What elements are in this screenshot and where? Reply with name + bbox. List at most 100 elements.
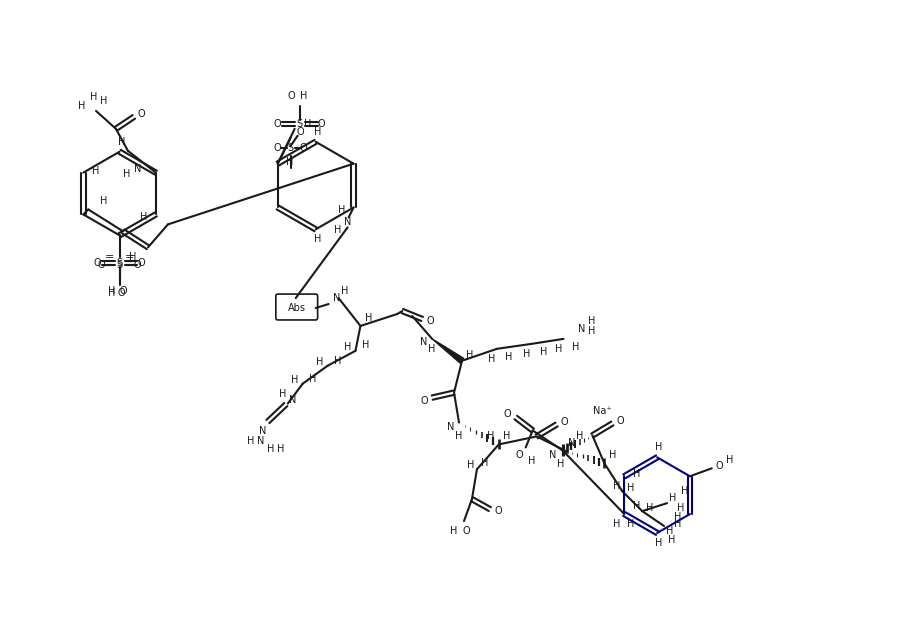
Text: N: N [259,427,267,437]
Text: H: H [300,91,307,101]
Text: H: H [674,512,681,522]
Text: O: O [274,142,282,153]
Text: H: H [481,458,488,468]
Text: H: H [78,101,86,111]
Text: H: H [608,450,616,460]
Text: N: N [344,218,352,228]
Text: O: O [420,396,428,406]
Text: H: H [572,342,579,352]
Text: H: H [627,483,634,493]
Text: O: O [274,119,282,129]
Text: =: = [105,253,114,262]
Text: H: H [487,432,495,442]
Text: H: H [668,535,676,545]
Text: H: H [467,460,474,470]
Text: Na⁺: Na⁺ [593,406,612,415]
Text: H: H [247,437,255,447]
Text: H: H [677,503,685,513]
Text: O: O [98,260,105,270]
Text: H: H [455,432,462,442]
Text: H: H [309,374,317,384]
Text: H: H [466,350,473,360]
Text: H: H [314,127,321,137]
Text: N: N [134,164,141,174]
Text: H: H [681,486,689,496]
Text: N: N [568,439,575,448]
Text: O: O [134,260,141,270]
Text: S: S [296,119,303,129]
Text: N: N [421,337,428,347]
Text: H: H [523,349,531,359]
Text: H: H [365,313,372,323]
Text: H: H [108,286,115,296]
Text: H: H [341,286,348,296]
Text: N: N [333,293,341,303]
Text: H: H [488,354,496,364]
FancyBboxPatch shape [276,294,318,320]
Text: H: H [334,225,342,235]
Text: N: N [289,394,296,404]
Text: H: H [267,444,274,455]
Text: H: H [627,519,634,529]
Text: O: O [138,109,146,119]
Text: N: N [258,437,265,447]
Text: O: O [462,526,470,536]
Text: O: O [617,415,624,425]
Text: H: H [108,288,115,298]
Text: O: O [118,288,126,298]
Text: O: O [426,316,434,326]
Text: S: S [116,258,123,268]
Text: H: H [555,344,562,354]
Text: H: H [334,356,342,366]
Text: H: H [316,357,323,367]
Text: N: N [549,450,557,460]
Text: H: H [726,455,734,465]
Text: O: O [138,258,145,268]
Text: H: H [304,119,311,129]
Text: H: H [118,137,126,147]
Text: H: H [100,197,107,207]
Text: O: O [297,127,305,137]
Text: H: H [675,519,682,529]
Text: H: H [655,442,663,452]
Text: H: H [279,389,286,399]
Text: H: H [666,526,674,536]
Text: H: H [632,501,640,511]
Text: H: H [123,169,130,179]
Text: H: H [613,519,620,529]
Text: H: H [140,213,148,223]
Text: H: H [344,342,351,352]
Text: S: S [116,260,123,270]
Text: H: H [646,503,653,513]
Text: H: H [505,352,512,362]
Text: O: O [318,119,325,129]
Text: H: H [277,444,284,455]
Text: H: H [528,457,535,466]
Text: H: H [91,165,99,175]
Text: H: H [613,481,620,491]
Text: H: H [291,374,298,384]
Text: H: H [338,205,345,215]
Text: H: H [655,538,663,548]
Text: O: O [120,286,127,296]
Text: H: H [450,526,458,536]
Text: H: H [129,253,137,262]
Text: H: H [588,316,595,326]
Text: H: H [540,347,547,357]
Text: O: O [504,409,511,419]
Text: H: H [576,432,583,442]
Polygon shape [432,339,463,363]
Text: H: H [503,432,510,442]
Text: H: H [557,459,564,470]
Text: S: S [288,142,294,153]
Text: O: O [94,258,102,268]
Text: H: H [314,234,321,244]
Text: H: H [428,344,436,354]
Text: N: N [578,324,585,334]
Text: O: O [288,91,295,101]
Text: H: H [632,469,640,480]
Text: H: H [362,340,369,350]
Text: H: H [101,96,108,106]
Text: N: N [448,422,455,432]
Text: O: O [516,450,523,460]
